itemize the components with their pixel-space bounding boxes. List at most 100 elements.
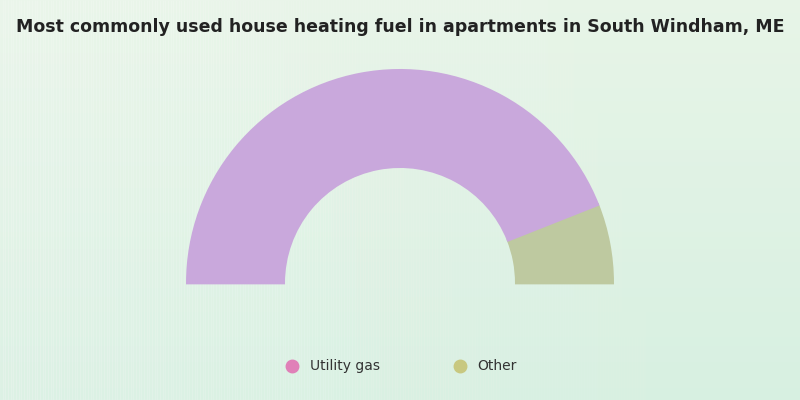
Bar	[0, 135, 800, 136]
Bar	[2, 0, 6, 400]
Text: Most commonly used house heating fuel in apartments in South Windham, ME: Most commonly used house heating fuel in…	[16, 18, 784, 36]
Bar	[0, 321, 800, 323]
Bar	[366, 0, 368, 400]
Bar	[160, 0, 162, 400]
Bar	[24, 0, 26, 400]
Bar	[280, 0, 282, 400]
Bar	[0, 41, 800, 43]
Bar	[624, 0, 626, 400]
Bar	[192, 0, 194, 400]
Bar	[0, 80, 800, 81]
Bar	[222, 0, 224, 400]
Bar	[62, 0, 64, 400]
Bar	[166, 0, 168, 400]
Bar	[0, 179, 800, 180]
Bar	[34, 0, 38, 400]
Bar	[0, 75, 800, 76]
Bar	[0, 312, 800, 313]
Bar	[0, 389, 800, 391]
Bar	[248, 0, 250, 400]
Bar	[0, 352, 800, 353]
Bar	[0, 175, 800, 176]
Bar	[0, 384, 800, 385]
Bar	[0, 261, 800, 263]
Bar	[582, 0, 584, 400]
Bar	[0, 291, 800, 292]
Bar	[630, 0, 632, 400]
Bar	[752, 0, 754, 400]
Bar	[664, 0, 666, 400]
Bar	[0, 369, 800, 371]
Bar	[0, 77, 800, 79]
Bar	[54, 0, 56, 400]
Bar	[0, 101, 800, 103]
Bar	[0, 260, 800, 261]
Bar	[0, 259, 800, 260]
Bar	[590, 0, 592, 400]
Bar	[0, 65, 800, 67]
Bar	[696, 0, 698, 400]
Bar	[670, 0, 672, 400]
Bar	[0, 55, 800, 56]
Bar	[0, 140, 800, 141]
Bar	[462, 0, 464, 400]
Bar	[16, 0, 18, 400]
Bar	[66, 0, 70, 400]
Bar	[442, 0, 446, 400]
Bar	[494, 0, 496, 400]
Bar	[0, 271, 800, 272]
Bar	[152, 0, 154, 400]
Bar	[0, 223, 800, 224]
Bar	[264, 0, 266, 400]
Bar	[338, 0, 342, 400]
Bar	[710, 0, 712, 400]
Bar	[174, 0, 176, 400]
Bar	[296, 0, 298, 400]
Bar	[0, 155, 800, 156]
Bar	[768, 0, 770, 400]
Bar	[0, 27, 800, 28]
Bar	[0, 59, 800, 60]
Bar	[602, 0, 606, 400]
Bar	[598, 0, 600, 400]
Bar	[0, 221, 800, 223]
Bar	[0, 337, 800, 339]
Bar	[14, 0, 16, 400]
Bar	[0, 296, 800, 297]
Bar	[0, 120, 800, 121]
Bar	[0, 0, 2, 400]
Bar	[554, 0, 558, 400]
Bar	[0, 353, 800, 355]
Bar	[406, 0, 408, 400]
Bar	[634, 0, 638, 400]
Bar	[0, 147, 800, 148]
Bar	[654, 0, 656, 400]
Bar	[134, 0, 136, 400]
Bar	[0, 272, 800, 273]
Bar	[0, 196, 800, 197]
Bar	[698, 0, 702, 400]
Bar	[0, 51, 800, 52]
Bar	[0, 380, 800, 381]
Bar	[0, 95, 800, 96]
Bar	[0, 91, 800, 92]
Bar	[0, 264, 800, 265]
Bar	[0, 255, 800, 256]
Bar	[270, 0, 272, 400]
Bar	[0, 96, 800, 97]
Bar	[0, 288, 800, 289]
Bar	[448, 0, 450, 400]
Bar	[0, 173, 800, 175]
Bar	[760, 0, 762, 400]
Bar	[0, 231, 800, 232]
Bar	[782, 0, 784, 400]
Bar	[0, 268, 800, 269]
Bar	[658, 0, 662, 400]
Bar	[0, 363, 800, 364]
Bar	[0, 97, 800, 99]
Bar	[334, 0, 336, 400]
Bar	[678, 0, 680, 400]
Bar	[550, 0, 552, 400]
Bar	[0, 85, 800, 87]
Bar	[314, 0, 318, 400]
